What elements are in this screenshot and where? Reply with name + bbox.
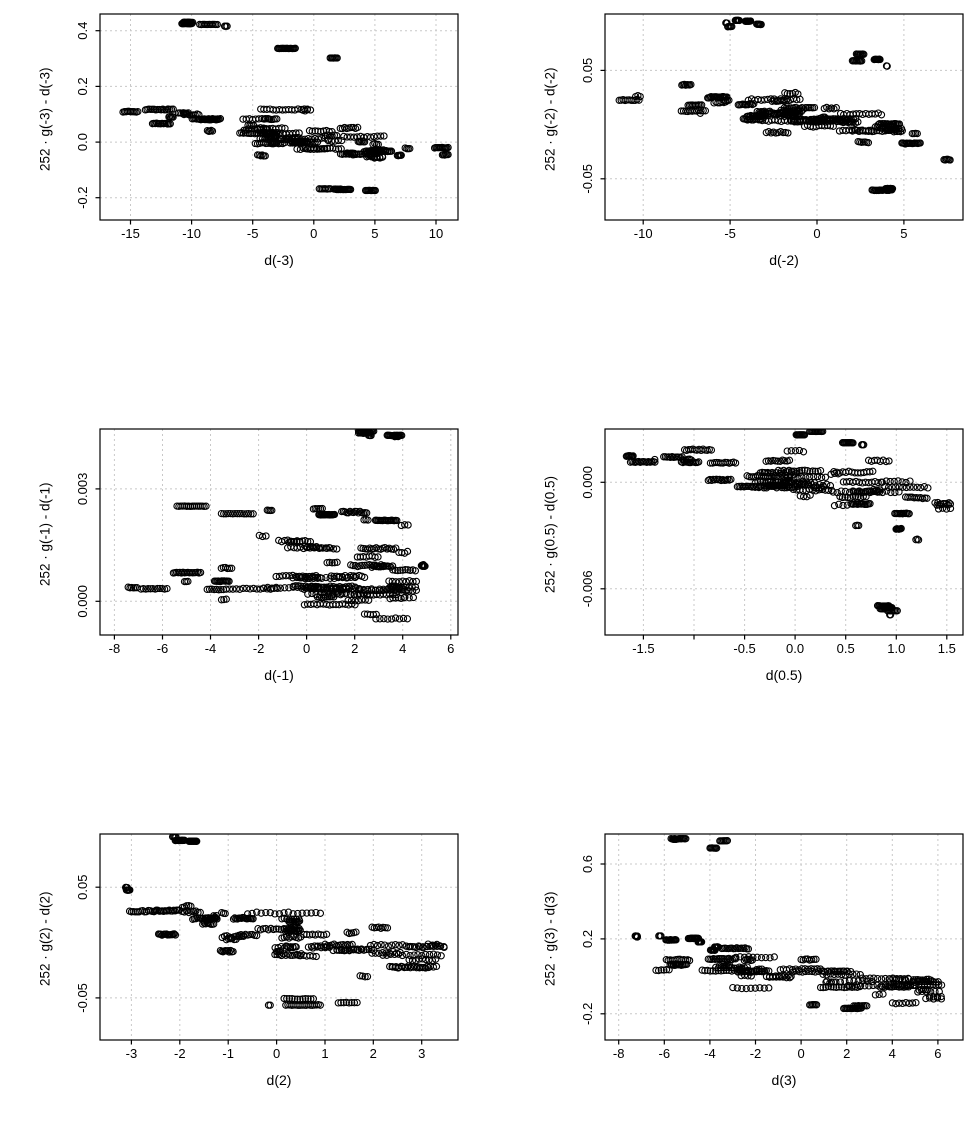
svg-text:6: 6 [447, 641, 454, 656]
svg-text:-2: -2 [174, 1046, 186, 1061]
svg-text:0.05: 0.05 [75, 875, 90, 900]
scatter-plot-d-minus-2-canvas: -10 -5 0 5 -0.05 0.05 [565, 8, 971, 246]
scatter-panel-d-0-5: 252 · g(0.5) - d(0.5) -1.5 -0.5 0.0 0.5 1.0 1… [487, 377, 975, 754]
svg-text:0.6: 0.6 [580, 855, 595, 873]
svg-text:-2: -2 [750, 1046, 762, 1061]
x-axis-title: d(-1) [264, 667, 294, 683]
svg-text:-0.05: -0.05 [580, 164, 595, 194]
svg-text:0.2: 0.2 [580, 930, 595, 948]
scatter-plot-d-2-canvas: -3 -2 -1 0 1 2 3 -0.05 0.05 [60, 828, 466, 1066]
scatter-plot-d-3-canvas: -8 -6 -4 -2 0 2 4 6 -0.2 0.2 0.6 [565, 828, 971, 1066]
svg-text:4: 4 [889, 1046, 896, 1061]
plot-column: -3 -2 -1 0 1 2 3 -0.05 0.05 d(2) [60, 828, 466, 1088]
svg-text:-10: -10 [182, 226, 201, 241]
y-axis-title: 252 · g(-1) - d(-1) [37, 482, 53, 586]
svg-text:-5: -5 [724, 226, 736, 241]
svg-text:1.5: 1.5 [938, 641, 956, 656]
svg-text:2: 2 [843, 1046, 850, 1061]
svg-text:0.000: 0.000 [75, 585, 90, 618]
svg-text:0: 0 [273, 1046, 280, 1061]
svg-text:3: 3 [418, 1046, 425, 1061]
plot-column: -8 -6 -4 -2 0 2 4 6 0.000 0.003 d(-1) [60, 423, 466, 683]
y-axis-title: 252 · g(-2) - d(-2) [542, 67, 558, 171]
svg-text:-3: -3 [126, 1046, 138, 1061]
x-axis-title: d(-2) [769, 252, 799, 268]
scatter-plot-d-0-5-canvas: -1.5 -0.5 0.0 0.5 1.0 1.5 -0.006 0.000 [565, 423, 971, 661]
svg-text:0.0: 0.0 [75, 133, 90, 151]
svg-text:-0.05: -0.05 [75, 983, 90, 1013]
svg-text:-10: -10 [634, 226, 653, 241]
svg-text:-6: -6 [659, 1046, 671, 1061]
svg-text:-15: -15 [121, 226, 140, 241]
svg-text:1.0: 1.0 [887, 641, 905, 656]
scatter-plot-d-minus-1-canvas: -8 -6 -4 -2 0 2 4 6 0.000 0.003 [60, 423, 466, 661]
x-axis-title: d(-3) [264, 252, 294, 268]
svg-text:-1: -1 [222, 1046, 234, 1061]
scatter-panel-d-minus-3: 252 · g(-3) - d(-3) -15 -10 -5 0 5 10 -0.2 0.0 0… [0, 0, 487, 377]
svg-text:-2: -2 [253, 641, 265, 656]
y-axis-title: 252 · g(2) - d(2) [37, 891, 53, 987]
svg-text:0: 0 [303, 641, 310, 656]
svg-text:-4: -4 [205, 641, 217, 656]
svg-text:0.05: 0.05 [580, 58, 595, 83]
scatter-panel-d-2: 252 · g(2) - d(2) -3 -2 -1 0 1 2 3 -0.05 0.05 d(… [0, 754, 487, 1131]
svg-text:0.0: 0.0 [786, 641, 804, 656]
y-axis-title: 252 · g(3) - d(3) [542, 891, 558, 987]
svg-text:0.4: 0.4 [75, 22, 90, 40]
x-axis-title: d(0.5) [765, 667, 803, 683]
svg-text:-8: -8 [613, 1046, 625, 1061]
svg-text:2: 2 [351, 641, 358, 656]
svg-text:0.2: 0.2 [75, 77, 90, 95]
y-axis-title: 252 · g(0.5) - d(0.5) [542, 475, 558, 593]
scatter-panel-d-minus-2: 252 · g(-2) - d(-2) -10 -5 0 5 -0.05 0.05 d(-… [487, 0, 975, 377]
x-axis-title: d(3) [771, 1072, 797, 1088]
plot-column: -10 -5 0 5 -0.05 0.05 d(-2) [565, 8, 971, 268]
svg-text:-8: -8 [109, 641, 121, 656]
plot-column: -8 -6 -4 -2 0 2 4 6 -0.2 0.2 0.6 d(3) [565, 828, 971, 1088]
svg-text:-0.2: -0.2 [580, 1003, 595, 1025]
scatter-plot-d-minus-3-canvas: -15 -10 -5 0 5 10 -0.2 0.0 0.2 0.4 [60, 8, 466, 246]
plot-column: -15 -10 -5 0 5 10 -0.2 0.0 0.2 0.4 d(-3) [60, 8, 466, 268]
svg-text:0.5: 0.5 [837, 641, 855, 656]
svg-text:-6: -6 [157, 641, 169, 656]
svg-text:2: 2 [370, 1046, 377, 1061]
svg-text:0.003: 0.003 [75, 473, 90, 506]
svg-text:0: 0 [310, 226, 317, 241]
svg-text:0: 0 [813, 226, 820, 241]
svg-text:-0.006: -0.006 [580, 570, 595, 607]
scatter-panel-d-minus-1: 252 · g(-1) - d(-1) -8 -6 -4 -2 0 2 4 6 0.000 0.0… [0, 377, 487, 754]
svg-text:10: 10 [429, 226, 443, 241]
svg-text:0: 0 [797, 1046, 804, 1061]
svg-text:1: 1 [321, 1046, 328, 1061]
plot-column: -1.5 -0.5 0.0 0.5 1.0 1.5 -0.006 0.000 d(0.5) [565, 423, 971, 683]
y-axis-title: 252 · g(-3) - d(-3) [37, 67, 53, 171]
svg-text:-4: -4 [704, 1046, 716, 1061]
scatter-panel-d-3: 252 · g(3) - d(3) -8 -6 -4 -2 0 2 4 6 -0.2 0.2 0.6… [487, 754, 975, 1131]
svg-text:-0.2: -0.2 [75, 186, 90, 208]
svg-text:5: 5 [900, 226, 907, 241]
svg-text:4: 4 [399, 641, 406, 656]
svg-text:-0.5: -0.5 [733, 641, 755, 656]
svg-text:-5: -5 [247, 226, 259, 241]
svg-text:0.000: 0.000 [580, 466, 595, 499]
svg-text:5: 5 [371, 226, 378, 241]
svg-text:-1.5: -1.5 [632, 641, 654, 656]
svg-text:6: 6 [934, 1046, 941, 1061]
x-axis-title: d(2) [266, 1072, 292, 1088]
